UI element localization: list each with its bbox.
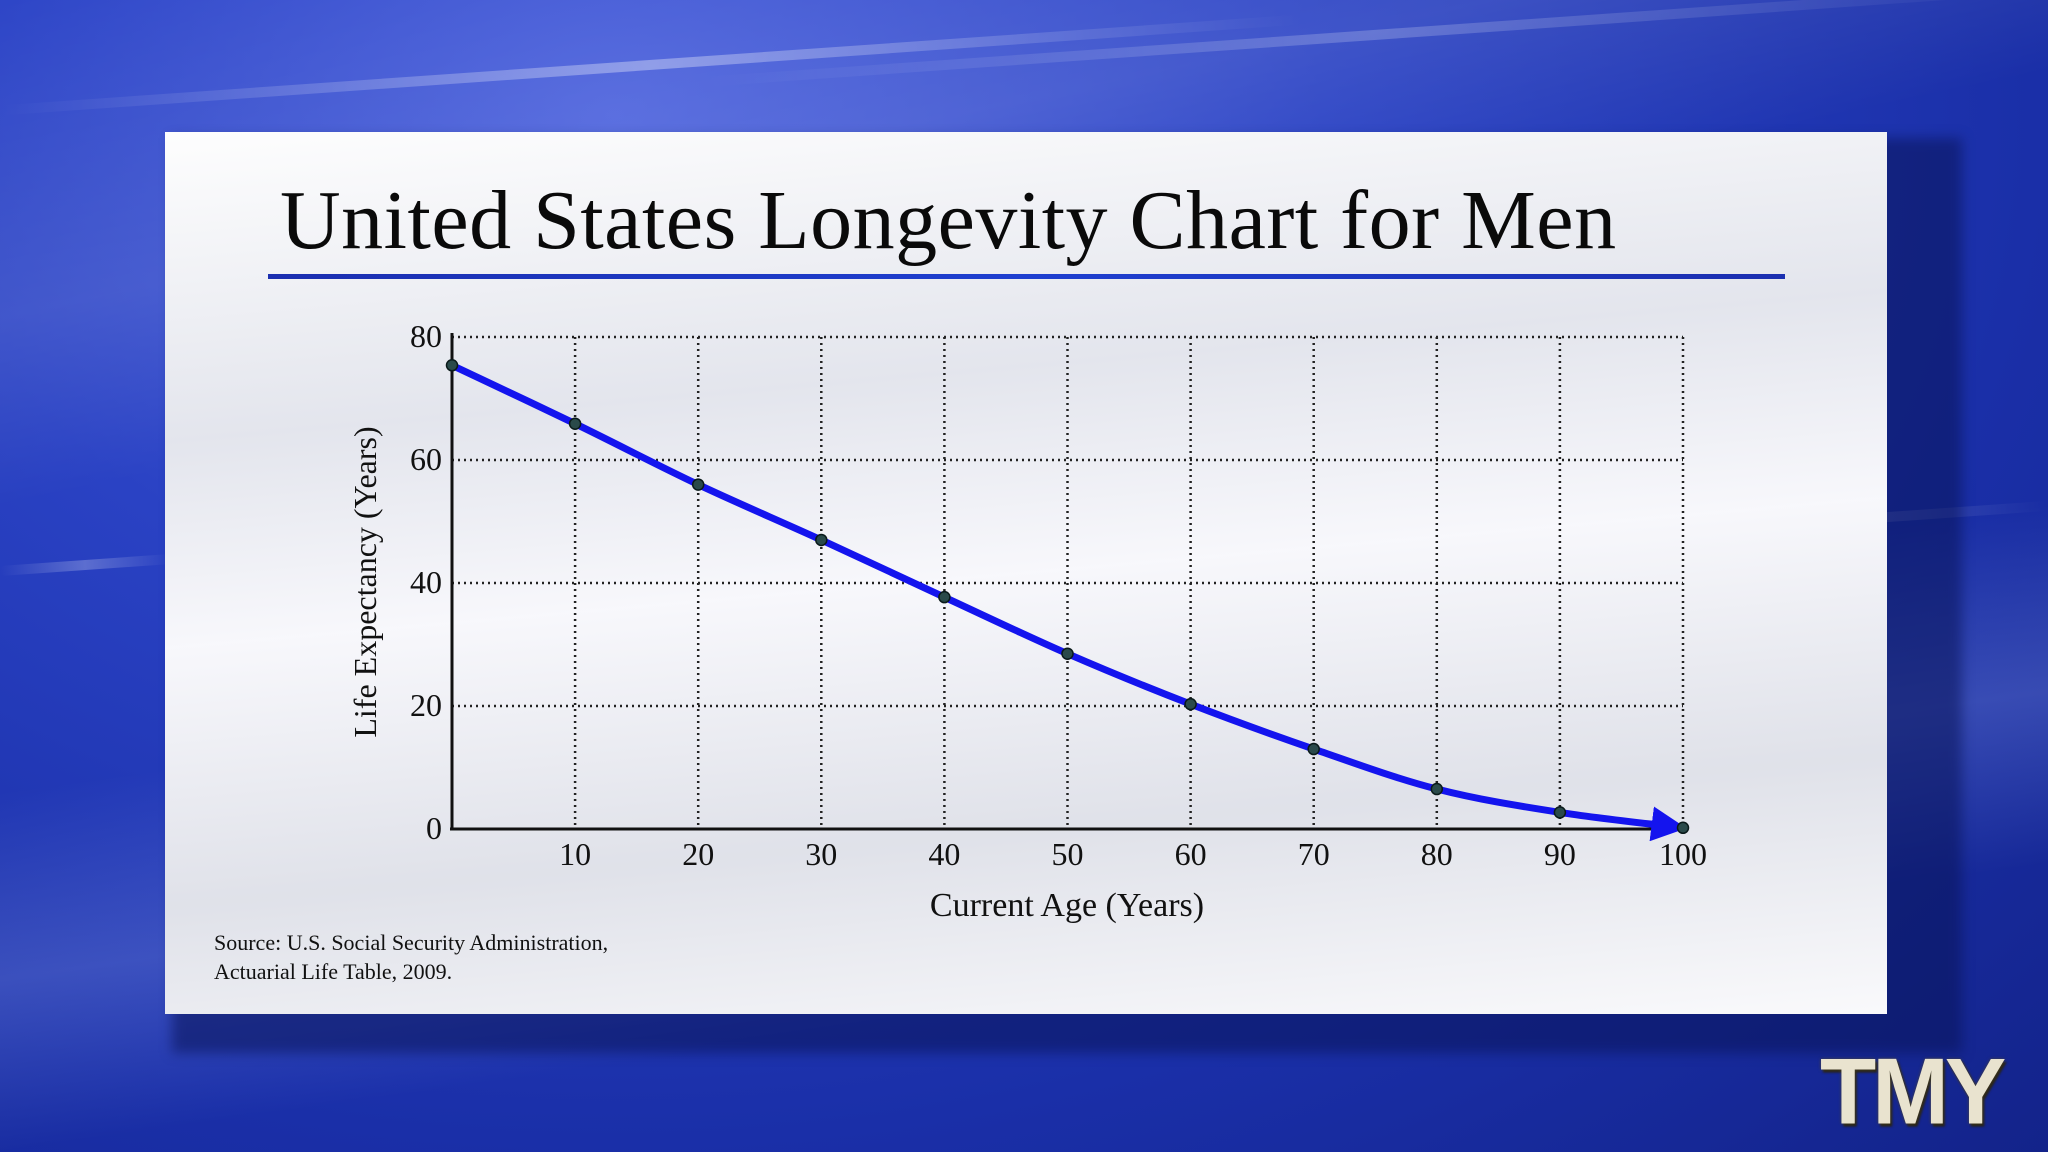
- x-tick-label: 30: [805, 836, 837, 872]
- axes: [450, 333, 1683, 831]
- data-point: [1430, 782, 1444, 796]
- x-tick-label: 60: [1175, 836, 1207, 872]
- x-tick-label: 50: [1052, 836, 1084, 872]
- longevity-chart: 10 20 30 40 50 60 70 80 90 100 0 20 40 60 80 Current A…: [347, 318, 1707, 924]
- y-axis-label: Life Expectancy (Years): [347, 426, 383, 737]
- y-tick-label: 0: [426, 810, 442, 846]
- y-tick-label: 60: [410, 441, 442, 477]
- source-note: Source: U.S. Social Security Administrat…: [214, 928, 608, 986]
- x-axis-label: Current Age (Years): [930, 887, 1204, 924]
- x-tick-label: 100: [1659, 836, 1707, 872]
- source-line-1: Source: U.S. Social Security Administrat…: [214, 930, 609, 955]
- data-markers: [445, 359, 1690, 835]
- data-point: [568, 417, 582, 430]
- data-point: [1676, 821, 1690, 835]
- title-underline: [268, 274, 1785, 279]
- y-tick-label: 40: [410, 564, 442, 600]
- chart-title: United States Longevity Chart for Men: [280, 174, 1617, 267]
- data-point: [1307, 742, 1320, 756]
- data-point: [1061, 647, 1074, 660]
- data-point: [815, 533, 828, 547]
- x-tick-label: 40: [928, 836, 960, 872]
- data-point: [1553, 806, 1567, 819]
- tick-labels: 10 20 30 40 50 60 70 80 90 100 0 20 40 60 80: [410, 318, 1707, 872]
- source-line-2: Actuarial Life Table, 2009.: [214, 959, 453, 984]
- data-point: [445, 359, 459, 372]
- x-tick-label: 90: [1544, 836, 1576, 872]
- chart-panel: United States Longevity Chart for Men 10…: [165, 132, 1887, 1014]
- tmy-logo: TMY: [1820, 1039, 2006, 1145]
- x-tick-label: 70: [1298, 836, 1330, 872]
- data-point: [938, 590, 951, 604]
- x-tick-label: 20: [682, 836, 714, 872]
- x-tick-label: 80: [1421, 836, 1453, 872]
- y-tick-label: 20: [410, 687, 442, 723]
- grid-lines: [452, 335, 1685, 829]
- x-tick-label: 10: [559, 836, 591, 872]
- data-point: [691, 478, 705, 491]
- y-tick-label: 80: [410, 318, 442, 354]
- data-point: [1184, 697, 1197, 711]
